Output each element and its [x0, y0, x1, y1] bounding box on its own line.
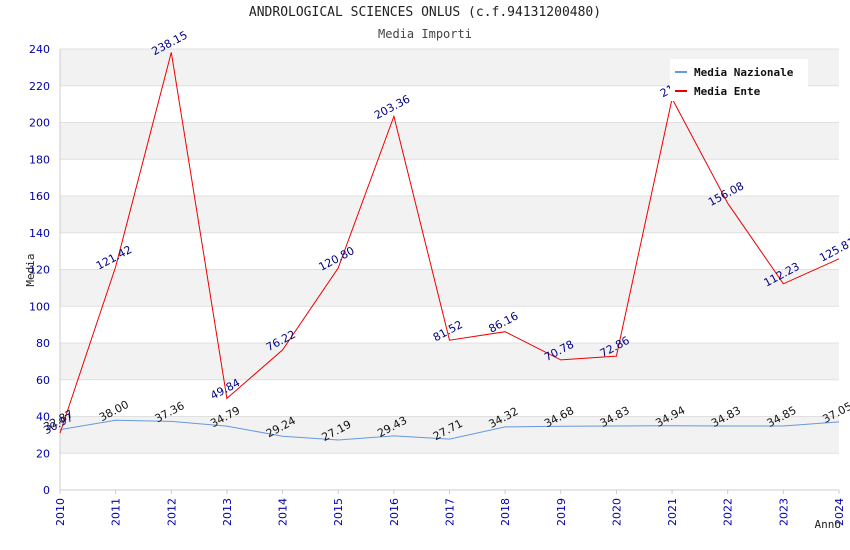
grid-band	[60, 269, 839, 307]
x-tick-label: 2012	[165, 498, 178, 526]
y-tick-label: 180	[29, 153, 50, 166]
x-tick-label: 2017	[444, 498, 457, 526]
x-tick-label: 2024	[833, 498, 846, 526]
y-axis-label: Media	[24, 253, 37, 286]
x-tick-label: 2021	[666, 498, 679, 526]
series-line-ente	[59, 52, 840, 434]
y-tick-label: 140	[29, 227, 50, 240]
y-tick-label: 240	[29, 43, 50, 56]
x-tick-label: 2018	[499, 498, 512, 526]
grid-band	[60, 196, 839, 233]
x-tick-label: 2013	[221, 498, 234, 526]
y-tick-label: 160	[29, 190, 50, 203]
y-tick-label: 120	[29, 264, 50, 277]
x-tick-label: 2023	[777, 498, 790, 526]
y-tick-label: 40	[36, 411, 50, 424]
x-tick-label: 2022	[722, 498, 735, 526]
y-tick-label: 100	[29, 300, 50, 313]
chart-title: ANDROLOGICAL SCIENCES ONLUS (c.f.9413120…	[248, 5, 602, 20]
y-tick-label: 200	[29, 117, 50, 130]
x-tick-label: 2010	[54, 498, 67, 526]
y-tick-label: 220	[29, 80, 50, 93]
series-line-nazionale	[59, 419, 840, 441]
x-tick-label: 2011	[110, 498, 123, 526]
y-tick-label: 20	[36, 447, 50, 460]
x-axis-label: Anno	[815, 518, 842, 531]
chart-subtitle: Media Importi	[378, 27, 472, 41]
x-tick-label: 2019	[555, 498, 568, 526]
y-tick-label: 60	[36, 374, 50, 387]
grid-band	[60, 122, 839, 160]
x-tick-label: 2015	[332, 498, 345, 526]
x-tick-label: 2016	[388, 498, 401, 526]
y-tick-label: 80	[36, 337, 50, 350]
x-tick-label: 2020	[610, 498, 623, 526]
grid-band	[60, 343, 839, 380]
legend-entry: Media Ente	[694, 85, 761, 98]
legend-box	[670, 59, 808, 101]
legend-entry: Media Nazionale	[694, 66, 794, 79]
y-tick-label: 0	[43, 484, 50, 497]
x-tick-label: 2014	[277, 498, 290, 526]
